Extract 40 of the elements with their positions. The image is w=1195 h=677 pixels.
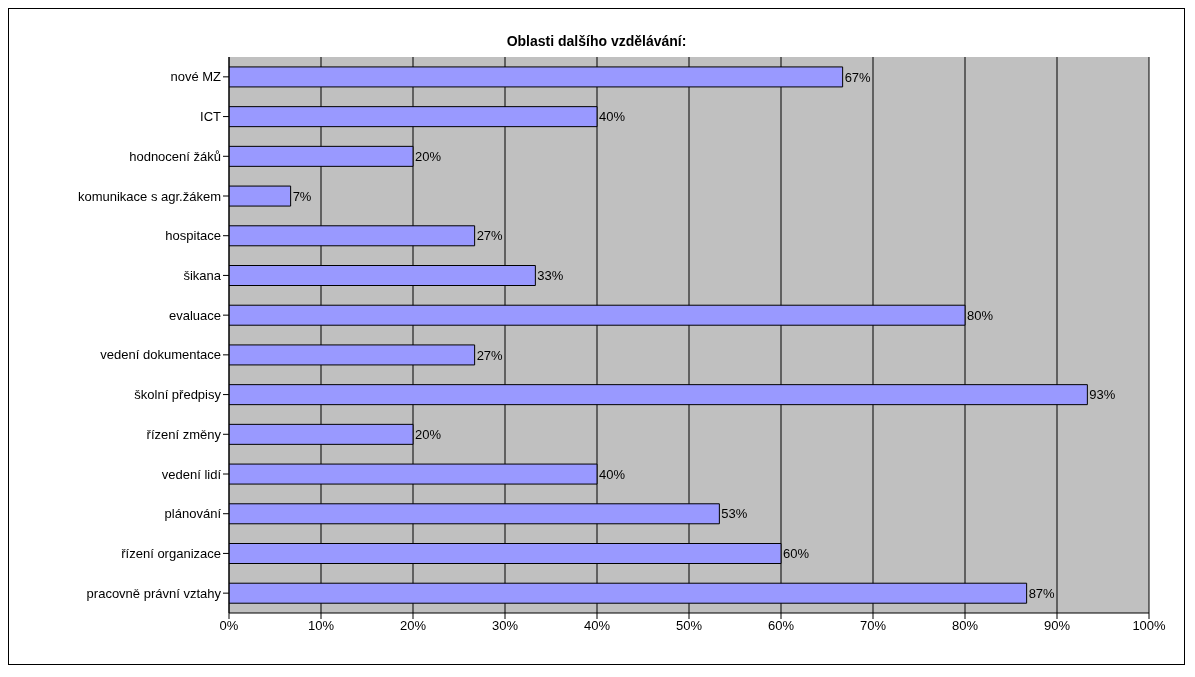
x-tick-label: 90% [1043, 618, 1071, 634]
x-tick-label: 40% [583, 618, 611, 634]
data-label: 80% [967, 307, 994, 323]
data-label: 20% [415, 426, 442, 442]
data-label: 87% [1028, 585, 1056, 601]
x-tick-label: 0% [219, 618, 239, 634]
y-tick-label: evaluace [168, 307, 221, 323]
y-tick-label: komunikace s agr.žákem [77, 188, 221, 204]
x-tick-label: 80% [951, 618, 979, 634]
y-tick-label: ICT [200, 109, 222, 125]
y-tick-label: pracovně právní vztahy [86, 585, 222, 601]
data-label: 33% [537, 268, 564, 284]
y-tick-label: vedení lidí [161, 466, 222, 482]
y-tick-label: řízení organizace [121, 546, 221, 562]
y-tick-label: plánování [164, 506, 222, 522]
chart-title: Oblasti dalšího vzdělávání: [505, 32, 688, 51]
x-tick-label: 10% [307, 618, 335, 634]
x-tick-label: 100% [1132, 618, 1167, 634]
y-tick-label: školní předpisy [134, 387, 222, 403]
data-label: 53% [721, 506, 748, 522]
data-label: 93% [1089, 387, 1116, 403]
y-tick-label: řízení změny [146, 426, 222, 442]
data-label: 7% [292, 188, 312, 204]
y-tick-label: vedení dokumentace [100, 347, 221, 363]
y-tick-label: hodnocení žáků [129, 148, 221, 164]
data-label: 60% [783, 546, 810, 562]
data-label: 67% [844, 69, 872, 85]
x-tick-label: 20% [399, 618, 427, 634]
x-tick-label: 50% [675, 618, 703, 634]
x-tick-label: 70% [859, 618, 887, 634]
data-label: 20% [415, 148, 442, 164]
y-tick-label: hospitace [165, 228, 221, 244]
data-label: 27% [476, 228, 504, 244]
y-tick-label: nové MZ [170, 69, 222, 85]
data-label: 27% [476, 347, 504, 363]
x-tick-label: 30% [491, 618, 519, 634]
data-label: 40% [599, 466, 626, 482]
data-label: 40% [599, 109, 626, 125]
y-tick-label: šikana [183, 268, 222, 284]
x-tick-label: 60% [767, 618, 795, 634]
